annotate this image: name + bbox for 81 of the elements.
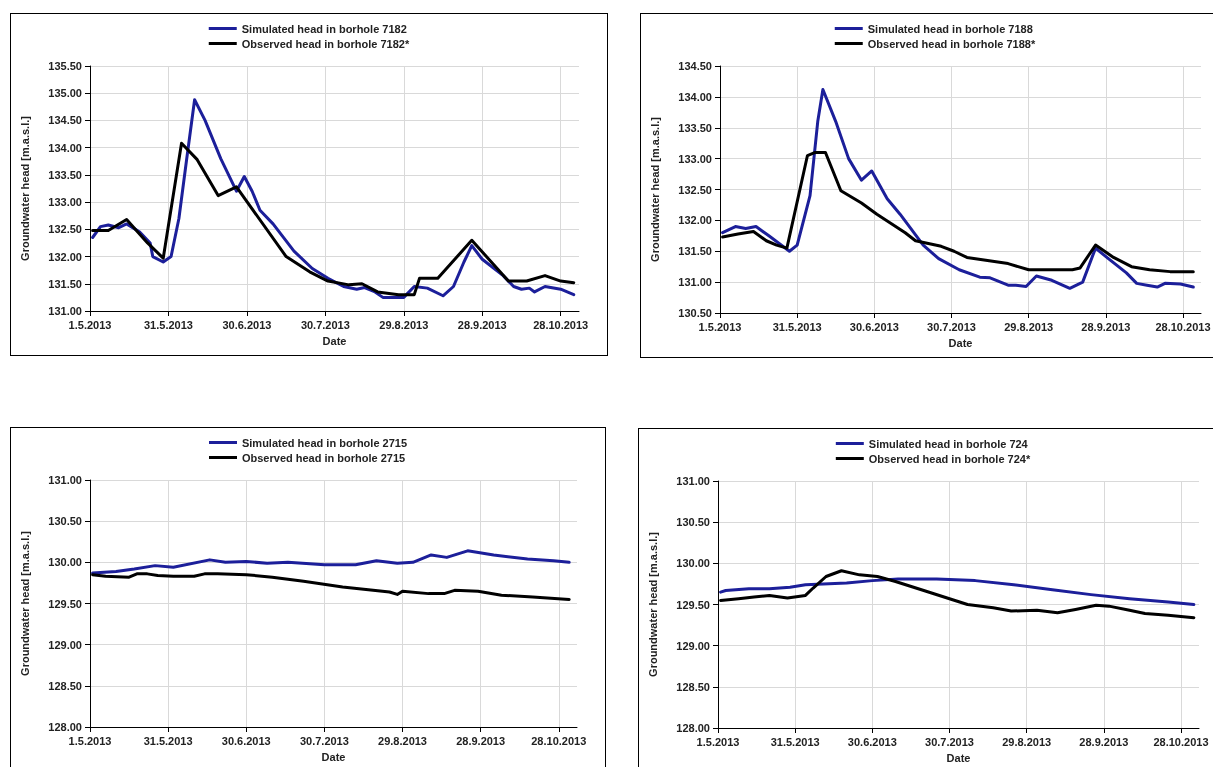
y-tick-label: 133.50: [48, 168, 82, 181]
x-tick-label: 1.5.2013: [698, 320, 742, 333]
x-tick-label: 29.8.2013: [378, 734, 427, 747]
y-axis-title: Groundwater head [m.a.s.l.]: [648, 116, 661, 262]
y-tick-label: 134.00: [678, 90, 712, 103]
y-tick-label: 128.00: [48, 721, 82, 733]
y-tick-label: 130.50: [678, 307, 712, 319]
line-series: [721, 87, 1195, 290]
y-tick-label: 128.50: [676, 680, 710, 693]
y-tick-label: 131.00: [48, 305, 82, 317]
y-tick-label: 131.00: [678, 276, 712, 289]
y-tick-label: 134.50: [48, 114, 82, 127]
y-tick-label: 131.50: [678, 245, 712, 258]
x-axis-title: Date: [948, 336, 973, 349]
y-tick-label: 132.50: [678, 183, 712, 196]
x-tick-label: 29.8.2013: [1002, 735, 1052, 748]
x-tick-label: 28.9.2013: [1079, 735, 1129, 748]
x-axis-title: Date: [322, 334, 347, 347]
x-tick-label: 28.9.2013: [1081, 320, 1131, 333]
y-tick-label: 133.00: [48, 196, 82, 209]
x-tick-label: 1.5.2013: [68, 734, 112, 747]
y-tick-label: 128.00: [676, 722, 710, 734]
x-tick-label: 30.6.2013: [849, 320, 899, 333]
legend-label: Observed head in borhole 2715: [241, 451, 406, 464]
x-tick-label: 30.7.2013: [300, 318, 350, 331]
x-axis-title: Date: [321, 750, 346, 763]
y-tick-label: 132.00: [678, 214, 712, 227]
y-tick-label: 133.50: [678, 121, 712, 134]
x-tick-label: 28.9.2013: [456, 734, 506, 747]
x-tick-label: 30.7.2013: [927, 320, 976, 333]
y-tick-label: 133.00: [678, 152, 712, 165]
x-tick-label: 28.10.2013: [531, 734, 587, 747]
x-tick-label: 1.5.2013: [68, 318, 112, 331]
y-tick-label: 131.50: [48, 277, 82, 290]
x-axis-title: Date: [946, 751, 971, 764]
y-tick-label: 135.00: [48, 87, 82, 100]
x-tick-label: 31.5.2013: [143, 318, 193, 331]
x-tick-label: 31.5.2013: [770, 735, 820, 748]
x-tick-label: 1.5.2013: [696, 735, 740, 748]
x-tick-label: 30.6.2013: [222, 318, 272, 331]
y-tick-label: 131.00: [676, 475, 710, 487]
y-axis-title: Groundwater head [m.a.s.l.]: [18, 115, 31, 261]
legend-label: Simulated head in borhole 724: [868, 437, 1029, 450]
x-tick-label: 30.6.2013: [847, 735, 897, 748]
y-tick-label: 129.00: [48, 638, 82, 651]
y-tick-label: 130.50: [676, 516, 710, 529]
y-tick-label: 129.50: [676, 598, 710, 611]
y-tick-label: 135.50: [48, 60, 82, 72]
y-tick-label: 132.00: [48, 250, 82, 263]
y-tick-label: 129.00: [676, 639, 710, 652]
x-tick-label: 28.9.2013: [457, 318, 507, 331]
y-axis-title: Groundwater head [m.a.s.l.]: [646, 531, 659, 677]
legend-label: Observed head in borhole 7188*: [867, 37, 1036, 50]
y-tick-label: 134.00: [48, 141, 82, 154]
legend-label: Observed head in borhole 724*: [868, 452, 1031, 465]
x-tick-label: 31.5.2013: [772, 320, 822, 333]
y-tick-label: 131.00: [48, 474, 82, 486]
legend-label: Simulated head in borhole 7182: [241, 22, 407, 35]
x-tick-label: 29.8.2013: [1004, 320, 1054, 333]
line-series: [91, 549, 571, 575]
line-series: [91, 98, 576, 299]
x-tick-label: 31.5.2013: [143, 734, 193, 747]
x-tick-label: 30.7.2013: [299, 734, 349, 747]
y-tick-label: 130.50: [48, 515, 82, 528]
y-tick-label: 130.00: [48, 556, 82, 569]
x-tick-label: 28.10.2013: [1153, 735, 1209, 748]
y-tick-label: 134.50: [678, 60, 712, 72]
y-tick-label: 130.00: [676, 557, 710, 570]
x-tick-label: 28.10.2013: [533, 318, 589, 331]
x-tick-label: 30.6.2013: [221, 734, 271, 747]
y-tick-label: 128.50: [48, 679, 82, 692]
y-tick-label: 129.50: [48, 597, 82, 610]
x-tick-label: 29.8.2013: [379, 318, 429, 331]
legend-label: Simulated head in borhole 2715: [241, 436, 408, 449]
x-tick-label: 30.7.2013: [925, 735, 974, 748]
legend-label: Simulated head in borhole 7188: [867, 22, 1033, 35]
line-series: [719, 577, 1196, 606]
y-tick-label: 132.50: [48, 223, 82, 236]
x-tick-label: 28.10.2013: [1155, 320, 1211, 333]
y-axis-title: Groundwater head [m.a.s.l.]: [18, 530, 31, 676]
legend-label: Observed head in borhole 7182*: [241, 37, 410, 50]
